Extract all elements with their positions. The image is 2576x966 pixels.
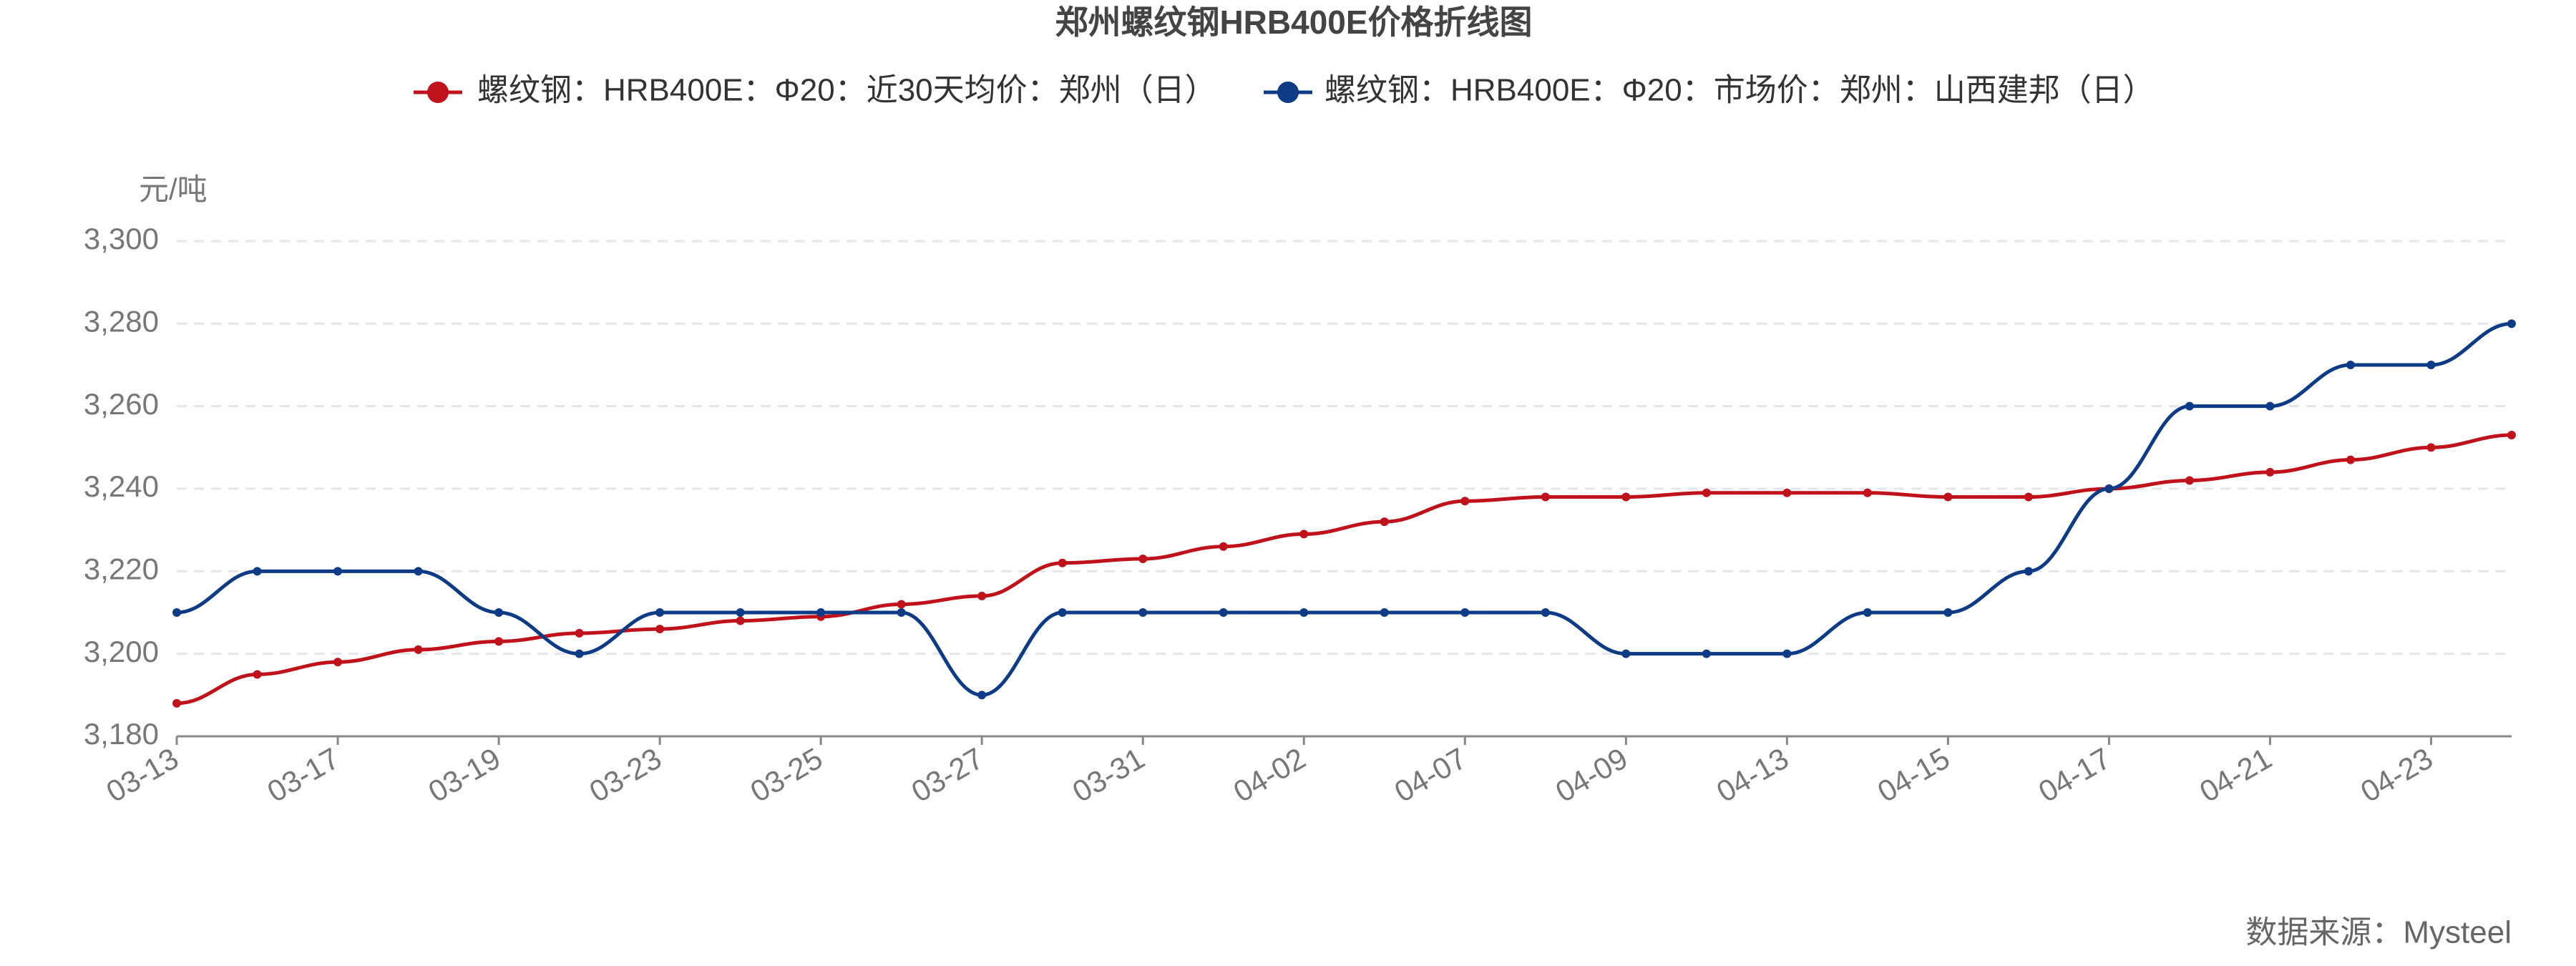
y-tick-label: 3,200 [84, 635, 159, 668]
y-tick-label: 3,300 [84, 222, 159, 255]
data-point [494, 637, 504, 646]
data-point [897, 600, 906, 609]
data-point [977, 591, 987, 600]
data-point [655, 625, 665, 634]
data-point [575, 649, 584, 658]
data-point [655, 608, 665, 617]
data-point [1299, 530, 1309, 539]
y-axis-unit: 元/吨 [139, 172, 208, 206]
legend-label: 螺纹钢：HRB400E：Φ20：市场价：郑州：山西建邦（日） [1324, 73, 2155, 108]
x-tick-label: 03-19 [423, 741, 507, 809]
data-point [977, 691, 987, 700]
data-point [1621, 649, 1631, 658]
chart-title: 郑州螺纹钢HRB400E价格折线图 [1055, 4, 1532, 41]
data-point [736, 616, 745, 625]
series-line [176, 433, 2512, 706]
data-point [1863, 608, 1872, 617]
x-tick-label: 04-13 [1711, 741, 1795, 809]
x-tick-label: 04-07 [1389, 741, 1473, 809]
data-point [2185, 401, 2194, 411]
data-point [2507, 431, 2516, 440]
series-line [176, 321, 2512, 697]
data-point [172, 698, 181, 708]
data-point [2426, 443, 2436, 452]
data-point [1219, 542, 1228, 551]
data-point [2507, 319, 2516, 328]
y-tick-label: 3,180 [84, 717, 159, 751]
data-point [2104, 484, 2114, 493]
data-point [2426, 361, 2436, 369]
data-point [1219, 608, 1228, 617]
x-tick-label: 04-17 [2033, 741, 2117, 809]
data-point [1058, 608, 1067, 617]
data-point [575, 628, 584, 638]
data-point [1541, 608, 1550, 617]
data-point [1943, 608, 1953, 617]
y-tick-label: 3,240 [84, 469, 159, 503]
data-point [1380, 517, 1389, 527]
data-point [1138, 608, 1148, 617]
legend-marker [1277, 82, 1299, 103]
data-point [2265, 401, 2275, 411]
y-tick-label: 3,280 [84, 304, 159, 338]
x-tick-label: 04-02 [1228, 741, 1312, 809]
data-point [172, 608, 181, 617]
x-tick-label: 03-23 [584, 741, 668, 809]
data-point [494, 608, 504, 617]
data-point [1058, 558, 1067, 567]
data-point [1702, 488, 1711, 497]
data-point [1380, 608, 1389, 617]
data-point [414, 645, 423, 654]
data-point [2024, 492, 2033, 502]
data-point [2265, 467, 2275, 477]
y-tick-label: 3,220 [84, 552, 159, 585]
x-tick-label: 03-13 [101, 741, 185, 809]
x-tick-label: 03-17 [262, 741, 346, 809]
x-tick-label: 04-09 [1550, 741, 1634, 809]
x-tick-label: 03-25 [745, 741, 829, 809]
data-point [1782, 488, 1792, 497]
y-tick-label: 3,260 [84, 387, 159, 421]
data-point [736, 608, 745, 617]
legend-marker [427, 82, 449, 103]
data-point [253, 567, 262, 576]
data-point [1863, 488, 1872, 497]
data-point [1702, 649, 1711, 658]
data-point [253, 670, 262, 679]
data-point [1460, 608, 1470, 617]
x-tick-label: 03-27 [906, 741, 990, 809]
data-point [414, 567, 423, 576]
data-point [1299, 608, 1309, 617]
x-tick-label: 04-15 [1872, 741, 1956, 809]
data-point [333, 567, 343, 576]
data-point [2185, 476, 2194, 485]
x-tick-label: 03-31 [1067, 741, 1151, 809]
data-point [1943, 492, 1953, 502]
x-tick-label: 04-23 [2355, 741, 2439, 809]
data-point [897, 608, 906, 617]
data-point [1621, 492, 1631, 502]
data-point [1460, 497, 1470, 506]
data-point [1782, 649, 1792, 658]
data-point [333, 658, 343, 667]
legend-label: 螺纹钢：HRB400E：Φ20：近30天均价：郑州（日） [477, 73, 1216, 108]
data-point [1138, 555, 1148, 564]
x-tick-label: 04-21 [2194, 741, 2278, 809]
data-point [2346, 361, 2355, 369]
data-point [2024, 567, 2033, 576]
source-note: 数据来源：Mysteel [2245, 915, 2512, 950]
data-point [1541, 492, 1550, 502]
data-point [816, 608, 826, 617]
data-point [2346, 455, 2355, 464]
